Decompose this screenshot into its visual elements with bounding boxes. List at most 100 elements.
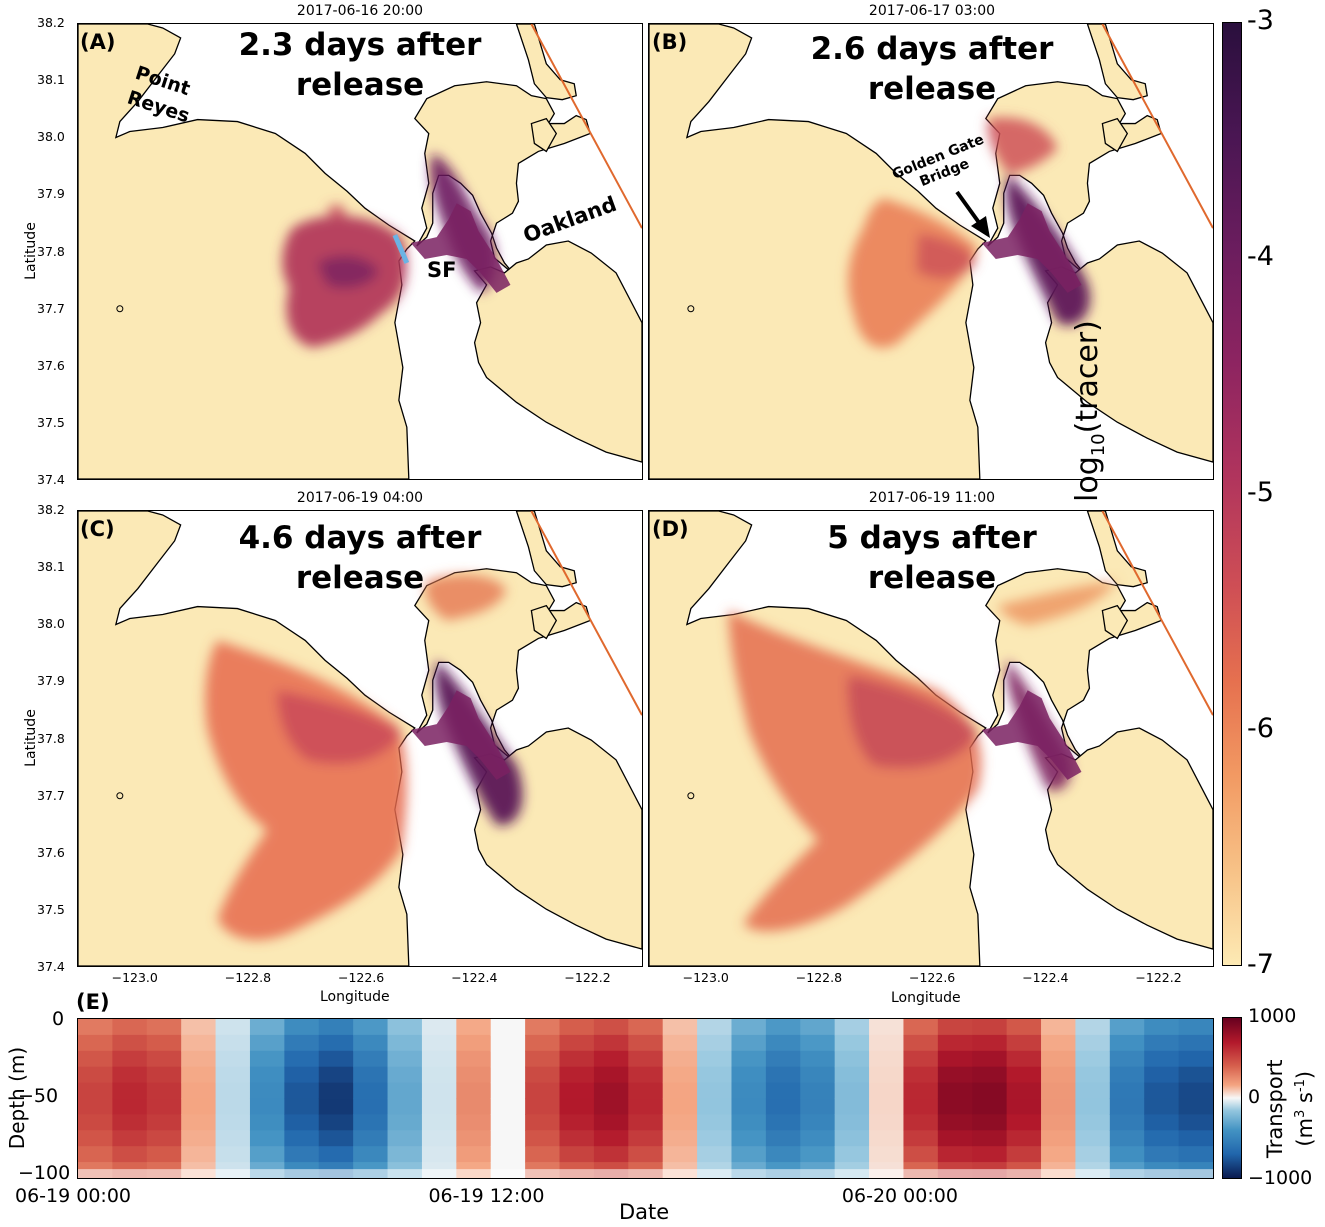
x-tick-label: −123.0 xyxy=(682,970,729,985)
transport-cell xyxy=(972,1098,1008,1115)
transport-cell xyxy=(937,1066,973,1084)
transport-cell xyxy=(903,1146,939,1163)
tracer-colorbar xyxy=(1222,22,1242,966)
transport-cell xyxy=(1041,1098,1077,1115)
y-tick-label: 37.8 xyxy=(37,730,65,746)
transport-label-line2: (m3 s-1) xyxy=(1288,1059,1318,1158)
transport-cell xyxy=(1075,1130,1111,1147)
transport-cell xyxy=(112,1114,148,1131)
transect-line xyxy=(392,234,410,264)
transport-cell xyxy=(903,1130,939,1147)
transport-cell xyxy=(593,1082,629,1100)
map-svg-a xyxy=(78,24,642,479)
tracer-label-prefix: log xyxy=(1070,456,1105,502)
map-panel-d xyxy=(648,510,1214,967)
e-y-tick-label: −50 xyxy=(18,1085,59,1107)
farallon-island xyxy=(116,792,124,800)
transport-cell xyxy=(800,1066,836,1084)
transport-cell xyxy=(1006,1082,1042,1100)
transport-cell xyxy=(834,1034,870,1052)
transport-cell xyxy=(869,1050,905,1068)
transport-cell xyxy=(78,1066,113,1084)
transport-cell xyxy=(972,1130,1008,1147)
transport-colorbar-tick: 0 xyxy=(1248,1086,1261,1108)
transport-label-sup1: 3 xyxy=(1293,1109,1308,1118)
transport-cell xyxy=(834,1082,870,1100)
transport-cell xyxy=(800,1082,836,1100)
transport-cell xyxy=(181,1130,217,1147)
panel-letter-a: (A) xyxy=(80,30,116,54)
tracer-plume-2 xyxy=(425,574,507,621)
transport-cell xyxy=(78,1082,113,1100)
transport-cell xyxy=(800,1114,836,1131)
transport-cell xyxy=(215,1130,251,1147)
transport-cell xyxy=(1178,1034,1213,1052)
transport-cell xyxy=(628,1066,664,1084)
transport-cell xyxy=(903,1066,939,1084)
e-x-axis-label: Date xyxy=(619,1200,670,1224)
transport-cell xyxy=(525,1082,561,1100)
transport-cell xyxy=(456,1098,492,1115)
transport-cell xyxy=(731,1082,767,1100)
transport-cell xyxy=(456,1019,492,1036)
transport-cell xyxy=(869,1034,905,1052)
transport-cell xyxy=(697,1066,733,1084)
transport-cell xyxy=(353,1146,389,1163)
transport-cell xyxy=(593,1066,629,1084)
transport-cell xyxy=(834,1114,870,1131)
transport-cell xyxy=(78,1098,113,1115)
transport-cell xyxy=(1144,1146,1180,1163)
transport-cell xyxy=(387,1034,423,1052)
transport-cell xyxy=(421,1050,457,1068)
transport-cell xyxy=(731,1034,767,1052)
e-x-tick-label: 06-19 12:00 xyxy=(428,1185,545,1207)
golden-gate-arrow-icon xyxy=(955,190,990,238)
transport-cell xyxy=(937,1146,973,1163)
y-axis-label-top: Latitude xyxy=(22,222,39,280)
transport-cell xyxy=(697,1130,733,1147)
e-x-tick-label: 06-20 00:00 xyxy=(841,1185,958,1207)
transport-cell xyxy=(215,1066,251,1084)
panel-b-headline-line2: release xyxy=(867,71,997,107)
transport-cell xyxy=(78,1114,113,1131)
transport-cell xyxy=(628,1034,664,1052)
transport-cell xyxy=(937,1098,973,1115)
y-axis-label-bottom: Latitude xyxy=(22,709,39,767)
transport-cell xyxy=(1041,1034,1077,1052)
transport-cell xyxy=(834,1050,870,1068)
transport-cell xyxy=(765,1130,801,1147)
tracer-label-sub: 10 xyxy=(1088,433,1109,457)
transport-cell xyxy=(1075,1034,1111,1052)
transport-cell xyxy=(387,1114,423,1131)
transport-cell xyxy=(421,1066,457,1084)
bay-channel xyxy=(410,690,511,780)
transport-cell xyxy=(1109,1098,1145,1115)
e-y-axis-label: Depth (m) xyxy=(5,1046,29,1150)
transport-cell xyxy=(1109,1066,1145,1084)
transport-cell xyxy=(249,1034,285,1052)
transport-cell xyxy=(937,1034,973,1052)
offshore-boundary-line xyxy=(1101,24,1213,229)
transport-cell xyxy=(456,1114,492,1131)
y-tick-label: 37.7 xyxy=(37,787,65,803)
tracer-plume-1 xyxy=(277,690,402,764)
transport-cell xyxy=(112,1130,148,1147)
transport-cell xyxy=(869,1066,905,1084)
transport-cell xyxy=(249,1019,285,1036)
transport-cell xyxy=(972,1034,1008,1052)
transport-cell xyxy=(559,1082,595,1100)
transport-cell xyxy=(1041,1082,1077,1100)
transport-cell xyxy=(421,1082,457,1100)
transport-colorbar xyxy=(1222,1017,1242,1179)
transport-cell xyxy=(421,1130,457,1147)
transport-cell xyxy=(490,1146,526,1163)
transport-cell xyxy=(490,1019,526,1036)
transport-cell xyxy=(78,1019,113,1036)
transport-cell xyxy=(972,1019,1008,1036)
transport-cell xyxy=(146,1146,182,1163)
transport-cell xyxy=(490,1130,526,1147)
transport-cell xyxy=(765,1034,801,1052)
transport-cell xyxy=(318,1098,354,1115)
farallon-island xyxy=(687,305,695,313)
transport-cell xyxy=(490,1098,526,1115)
